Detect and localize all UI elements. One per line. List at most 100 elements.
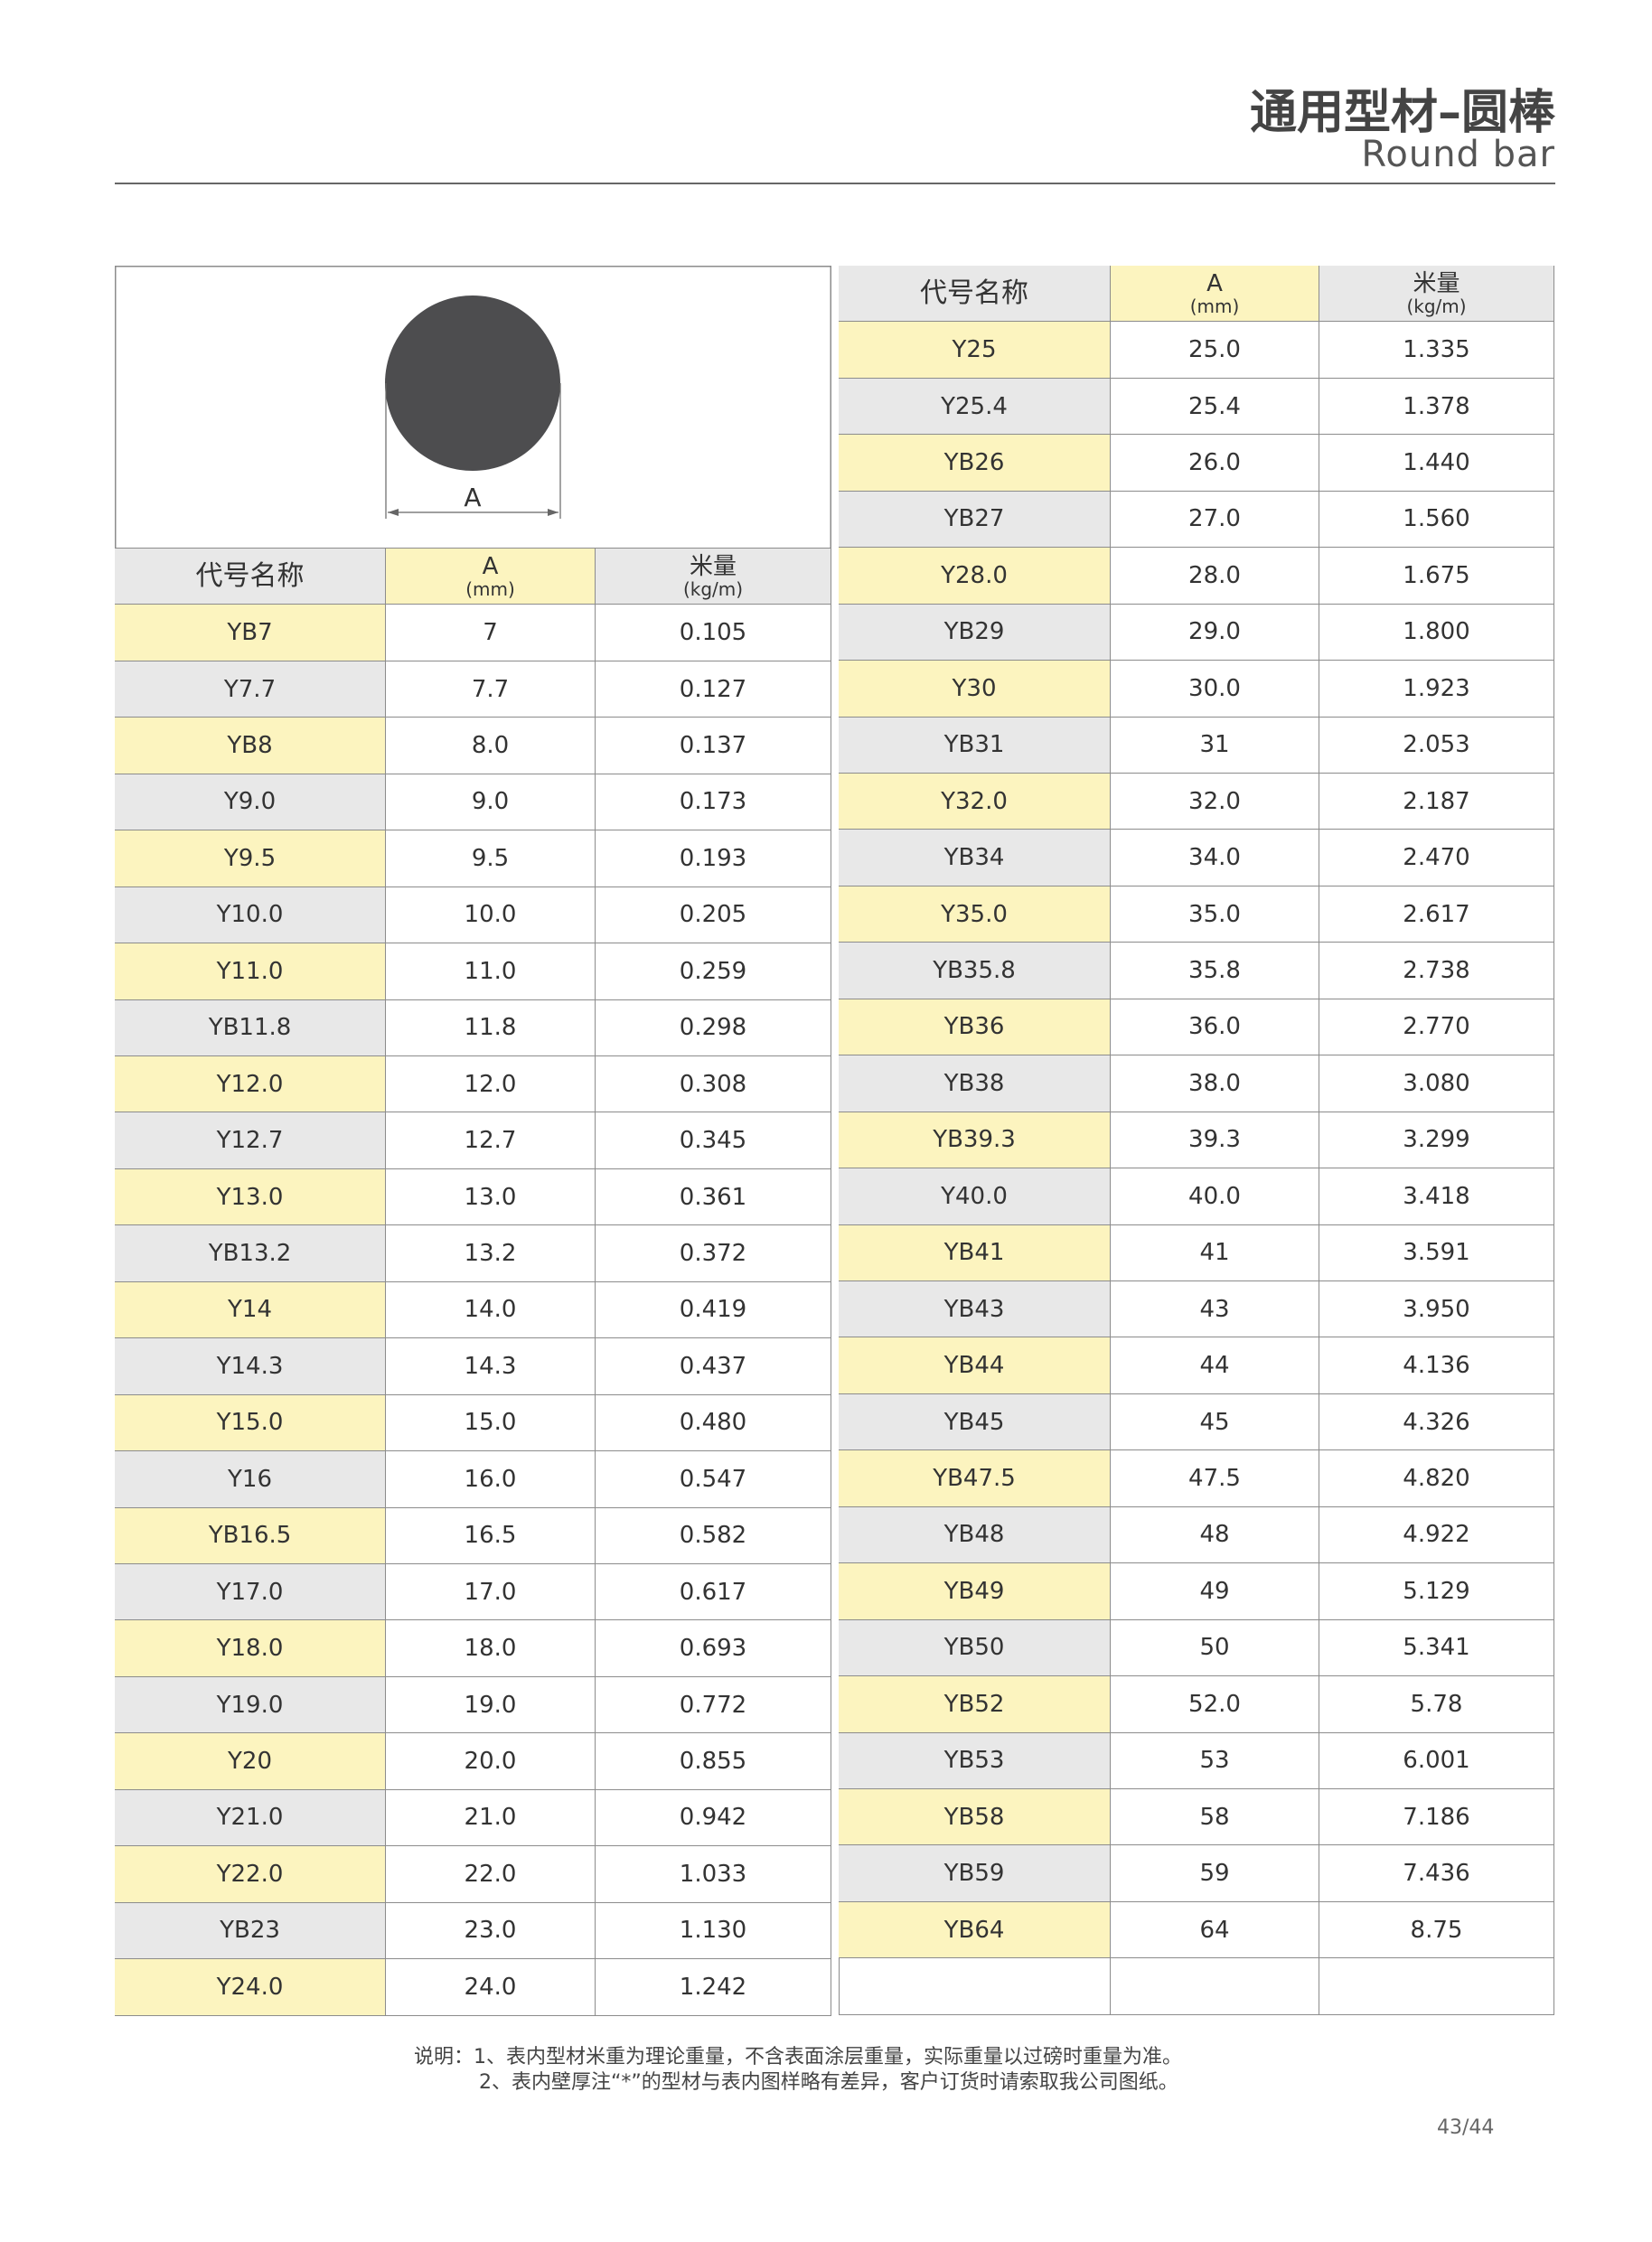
table-cell: Y30 [839, 661, 1111, 718]
cell-text: 2.053 [1403, 731, 1470, 759]
table-cell: 43 [1111, 1280, 1319, 1338]
cell-text: 15.0 [464, 1409, 517, 1437]
table-cell: 30.0 [1111, 661, 1319, 718]
cell-text: YB45 [943, 1408, 1005, 1436]
cell-text: 28.0 [1188, 561, 1241, 589]
table-cell: YB38 [839, 1055, 1111, 1112]
table-cell: 44 [1111, 1337, 1319, 1394]
cell-text: 5.341 [1403, 1634, 1470, 1662]
table-cell: 0.127 [596, 661, 831, 718]
table-cell: 2.470 [1319, 830, 1554, 886]
table-cell: 14.0 [386, 1281, 596, 1339]
table-cell: 16.5 [386, 1507, 596, 1564]
cell-text: 8.75 [1410, 1916, 1463, 1944]
table-cell: 0.173 [596, 774, 831, 831]
cell-text: 0.480 [679, 1409, 747, 1437]
cell-text: 0.345 [679, 1127, 747, 1155]
cell-text: 14.3 [464, 1352, 517, 1380]
cell-text: Y14.3 [216, 1352, 284, 1380]
cell-text: 30.0 [1188, 674, 1241, 702]
table-cell: 1.242 [596, 1959, 831, 2016]
table-cell: 39.3 [1111, 1112, 1319, 1169]
table-cell: 36.0 [1111, 999, 1319, 1056]
cell-text: 14.0 [464, 1296, 517, 1324]
table-cell: 0.298 [596, 999, 831, 1056]
cell-text: Y11.0 [216, 957, 284, 985]
table-cell: 1.675 [1319, 548, 1554, 605]
cell-text: 4.136 [1403, 1352, 1470, 1380]
table-cell: 6.001 [1319, 1732, 1554, 1789]
cell-text: 1.335 [1403, 336, 1470, 364]
table-cell: 53 [1111, 1732, 1319, 1789]
cell-text: 58 [1199, 1803, 1230, 1831]
cell-text: 0.693 [679, 1635, 747, 1663]
cell-text: 2.617 [1403, 900, 1470, 928]
table-cell: YB50 [839, 1619, 1111, 1677]
table-cell: 64 [1111, 1901, 1319, 1959]
cell-text: 49 [1199, 1577, 1230, 1605]
cell-text: Y10.0 [216, 901, 284, 929]
cell-text: 7.436 [1403, 1860, 1470, 1888]
cell-text: YB47.5 [933, 1465, 1016, 1493]
table-cell: YB31 [839, 717, 1111, 774]
table-cell: 1.800 [1319, 604, 1554, 661]
table-cell: 0.942 [596, 1789, 831, 1847]
table-cell: 4.820 [1319, 1450, 1554, 1507]
table-cell: Y28.0 [839, 548, 1111, 605]
cell-text: Y7.7 [223, 675, 277, 703]
cell-text: 7 [483, 619, 498, 647]
note: 说明：1、表内型材米重为理论重量，不含表面涂层重量，实际重量以过磅时重量为准。 [414, 2046, 1182, 2068]
table-cell: Y14 [115, 1281, 386, 1339]
table-cell: Y25.4 [839, 378, 1111, 436]
table-cell: 0.437 [596, 1338, 831, 1395]
cell-text: YB52 [943, 1690, 1005, 1718]
cell-text: 1.130 [679, 1917, 747, 1945]
cell-text: Y30 [952, 674, 997, 702]
cell-text: 3.080 [1403, 1069, 1470, 1097]
table-cell: Y12.7 [115, 1112, 386, 1169]
cell-text: 3.299 [1403, 1126, 1470, 1154]
table-cell: Y19.0 [115, 1676, 386, 1734]
cell-text: Y18.0 [216, 1635, 284, 1663]
table-cell: 0.855 [596, 1733, 831, 1790]
cell-text: Y15.0 [216, 1409, 284, 1437]
cell-text: YB27 [943, 505, 1005, 533]
cell-text: 13.0 [464, 1183, 517, 1211]
cell-text: 5.129 [1403, 1577, 1470, 1605]
cell-text: Y32.0 [941, 787, 1008, 815]
cell-text: Y9.5 [223, 844, 277, 872]
cell-text: 19.0 [464, 1691, 517, 1719]
table-cell: 32.0 [1111, 773, 1319, 830]
table-cell: 26.0 [1111, 435, 1319, 492]
table-cell: YB47.5 [839, 1450, 1111, 1507]
cell-text: 0.372 [679, 1240, 747, 1268]
table-cell: 2.187 [1319, 773, 1554, 830]
table-cell: YB43 [839, 1280, 1111, 1338]
cell-text: 59 [1199, 1860, 1230, 1888]
cell-text: Y14 [228, 1296, 272, 1324]
table-cell: 0.772 [596, 1676, 831, 1734]
cell-text: YB23 [220, 1917, 280, 1945]
cell-text: Y9.0 [223, 788, 277, 816]
cell-text: YB64 [943, 1916, 1005, 1944]
table-cell: 2.617 [1319, 886, 1554, 943]
header-unit: (kg/m) [682, 577, 744, 600]
cell-text: YB48 [943, 1521, 1005, 1549]
cell-text: 32.0 [1188, 787, 1241, 815]
table-cell: 0.205 [596, 886, 831, 944]
table-cell: 7.436 [1319, 1845, 1554, 1902]
table-cell: Y25 [839, 322, 1111, 379]
table-cell: 29.0 [1111, 604, 1319, 661]
cell-text: Y25.4 [941, 392, 1008, 420]
cell-text: YB34 [943, 844, 1005, 872]
table-cell: Y32.0 [839, 773, 1111, 830]
table-cell: 4.922 [1319, 1506, 1554, 1564]
subtitle: Round bar [1361, 134, 1555, 175]
table-cell: YB58 [839, 1788, 1111, 1846]
table-cell: 25.0 [1111, 322, 1319, 379]
table-cell: 0.259 [596, 943, 831, 1000]
cell-text: YB35.8 [933, 957, 1016, 985]
cell-text: 47.5 [1188, 1465, 1241, 1493]
cell-text: 0.173 [679, 788, 747, 816]
table-cell: 7 [386, 605, 596, 661]
